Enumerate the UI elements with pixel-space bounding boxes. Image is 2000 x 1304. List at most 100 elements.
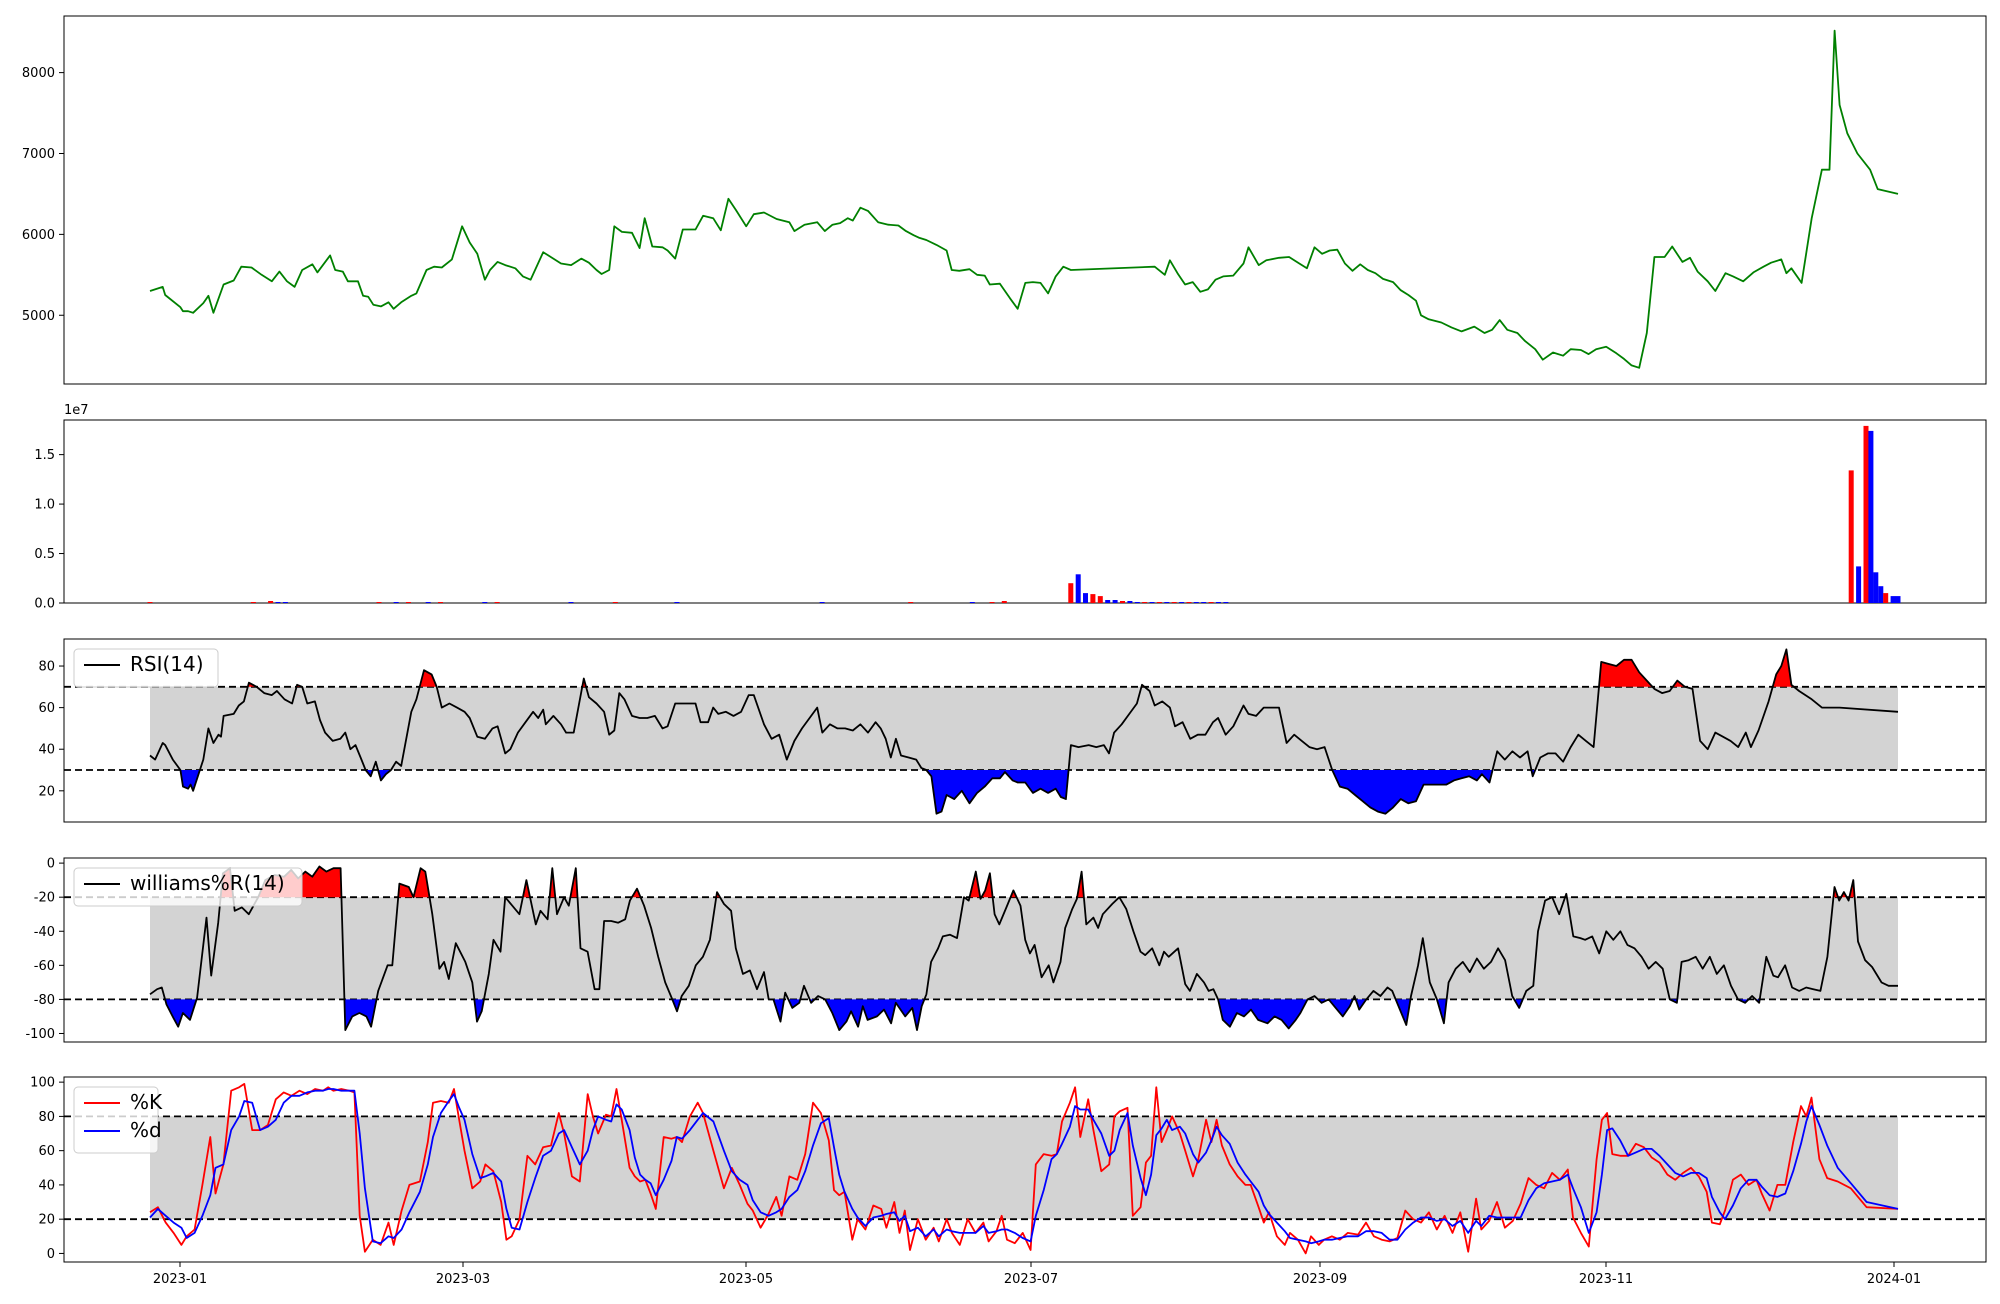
- y-tick-label: 20: [38, 784, 55, 799]
- y-tick-label: -20: [34, 891, 55, 906]
- volume-bar: [1156, 602, 1162, 603]
- y-tick-label: 60: [38, 701, 55, 716]
- y-tick-label: 80: [38, 660, 55, 675]
- y-tick-label: 0.5: [34, 547, 55, 562]
- williams-oversold-fill: [165, 999, 197, 1027]
- x-tick-label: 2023-03: [436, 1272, 490, 1287]
- volume-bar: [1179, 602, 1185, 603]
- volume-bar: [1863, 425, 1869, 603]
- williams-r-line: [149, 865, 1898, 1031]
- y-tick-label: 6000: [22, 228, 55, 243]
- volume-bar: [1848, 470, 1854, 603]
- rsi-overbought-fill: [1598, 659, 1653, 687]
- volume-bar: [1127, 601, 1133, 603]
- y-tick-label: -80: [34, 993, 55, 1008]
- williams-oversold-fill: [825, 999, 925, 1031]
- volume-bar: [1090, 594, 1096, 603]
- volume-bar: [1164, 602, 1170, 603]
- volume-bar: [438, 602, 443, 603]
- volume-bar: [819, 602, 825, 603]
- panel-4-frame: [63, 857, 1987, 1043]
- volume-bar: [482, 602, 488, 603]
- x-tick-label: 2023-09: [1293, 1272, 1347, 1287]
- rsi-oversold-fill: [926, 770, 1069, 814]
- volume-bar: [1856, 566, 1862, 603]
- neutral-band: [150, 1116, 1898, 1220]
- neutral-band: [150, 686, 1898, 771]
- volume-bar: [1890, 596, 1896, 603]
- volume-bar: [1895, 596, 1901, 603]
- volume-bar: [612, 602, 618, 603]
- y-tick-label: 1.5: [34, 448, 55, 463]
- y-tick-label: 0: [47, 1247, 55, 1262]
- volume-bar: [147, 602, 153, 603]
- volume-bar: [1223, 602, 1229, 603]
- y-tick-label: 7000: [22, 147, 55, 162]
- y-tick-label: 20: [38, 1213, 55, 1228]
- williams-oversold-fill: [1218, 999, 1308, 1029]
- x-tick-label: 2023-07: [1004, 1272, 1058, 1287]
- legend-label: RSI(14): [130, 652, 204, 676]
- volume-bar: [1112, 600, 1118, 603]
- volume-bar: [1873, 572, 1879, 603]
- williams-overbought-fill: [398, 883, 414, 898]
- volume-bar: [275, 602, 281, 603]
- williams-oversold-fill: [344, 999, 377, 1031]
- volume-bar: [1208, 602, 1214, 603]
- legend-box: [73, 867, 303, 907]
- volume-bar: [908, 602, 914, 603]
- volume-bar: [1097, 596, 1103, 603]
- x-tick-label: 2023-11: [1579, 1272, 1633, 1287]
- y-tick-label: 40: [38, 1178, 55, 1193]
- y-tick-label: 0: [47, 857, 55, 872]
- stoch-d-line: [149, 1088, 1899, 1245]
- x-tick-label: 2024-01: [1867, 1272, 1921, 1287]
- panel-1-frame: [63, 15, 1987, 385]
- volume-bar: [282, 602, 288, 603]
- volume-bar: [393, 602, 399, 603]
- panel-2-frame: [63, 419, 1987, 604]
- volume-bar: [1001, 601, 1007, 603]
- y-tick-label: -40: [34, 925, 55, 940]
- rsi-oversold-fill: [180, 770, 200, 791]
- volume-bar: [1201, 602, 1207, 603]
- panel-3-frame: [63, 638, 1987, 823]
- legend-label: %d: [130, 1118, 162, 1142]
- legend-box: [73, 648, 219, 688]
- neutral-band: [150, 897, 1898, 1000]
- y-tick-label: 100: [30, 1076, 55, 1091]
- volume-bar: [1105, 600, 1111, 603]
- y-tick-label: 60: [38, 1144, 55, 1159]
- volume-bar: [568, 602, 574, 603]
- y-tick-label: 1.0: [34, 498, 55, 513]
- volume-bar: [1216, 602, 1221, 603]
- volume-bar: [494, 602, 500, 603]
- volume-bar: [1149, 602, 1155, 603]
- volume-bar: [1120, 601, 1125, 603]
- price-line: [149, 29, 1899, 369]
- y-tick-label: 8000: [22, 66, 55, 81]
- volume-bar: [1883, 593, 1889, 603]
- y-tick-label: 5000: [22, 309, 55, 324]
- volume-bar: [1171, 602, 1177, 603]
- volume-scale-label: 1e7: [64, 403, 89, 418]
- volume-bar: [989, 602, 995, 603]
- volume-bar: [1868, 430, 1874, 603]
- y-tick-label: 40: [38, 743, 55, 758]
- x-tick-label: 2023-01: [153, 1272, 207, 1287]
- y-tick-label: 0.0: [34, 597, 55, 612]
- stoch-k-line: [149, 1083, 1899, 1255]
- williams-oversold-fill: [1328, 999, 1353, 1017]
- volume-bar: [1186, 602, 1192, 603]
- rsi-overbought-fill: [419, 670, 437, 687]
- y-tick-label: 80: [38, 1110, 55, 1125]
- volume-bar: [268, 601, 274, 603]
- legend-label: williams%R(14): [130, 871, 285, 895]
- volume-bar: [1878, 586, 1884, 603]
- volume-bar: [425, 602, 431, 603]
- volume-bar: [1068, 583, 1074, 603]
- y-tick-label: -60: [34, 959, 55, 974]
- volume-bar: [376, 602, 382, 603]
